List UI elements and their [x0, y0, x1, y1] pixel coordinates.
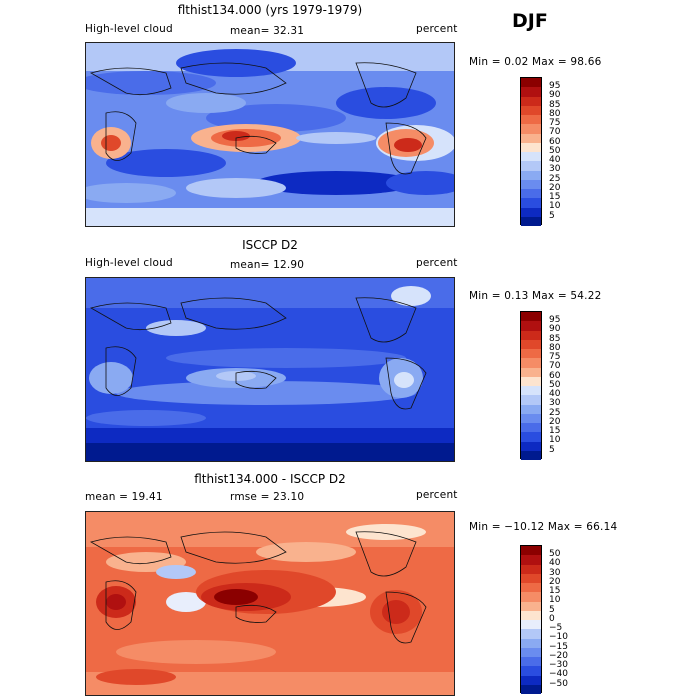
panel-3-tick: 15: [549, 586, 561, 596]
panel-1-tick: 85: [549, 100, 561, 110]
panel-2-mean: mean= 12.90: [230, 259, 305, 271]
panel-3-tick: 40: [549, 558, 561, 568]
panel-3-tick: 20: [549, 577, 561, 587]
panel-2-tick: 60: [549, 371, 561, 381]
panel-2-map-svg: [86, 278, 454, 461]
panel-2-tick: 40: [549, 389, 561, 399]
panel-1-minmax: Min = 0.02 Max = 98.66: [469, 56, 602, 68]
panel-3-colorbar: [520, 545, 542, 694]
panel-2-tick: 50: [549, 380, 561, 390]
panel-2-tick: 25: [549, 408, 561, 418]
panel-3-units: percent: [416, 489, 458, 501]
panel-1-tick: 60: [549, 137, 561, 147]
panel-3-tick: −40: [549, 669, 568, 679]
panel-1-tick: 10: [549, 201, 561, 211]
panel-1-tick: 30: [549, 164, 561, 174]
panel-2-minmax: Min = 0.13 Max = 54.22: [469, 290, 602, 302]
panel-3-tick: −50: [549, 679, 568, 689]
panel-2-map: [85, 277, 455, 462]
panel-1-tick: 15: [549, 192, 561, 202]
panel-1-title: flthist134.000 (yrs 1979-1979): [177, 3, 363, 17]
panel-1-tick: 50: [549, 146, 561, 156]
panel-1-colorbar: [520, 77, 542, 226]
panel-2-tick: 80: [549, 343, 561, 353]
panel-2-tick: 20: [549, 417, 561, 427]
panel-1-tick: 75: [549, 118, 561, 128]
panel-2-tick: 85: [549, 334, 561, 344]
panel-2-title: ISCCP D2: [242, 238, 298, 252]
panel-3-minmax: Min = −10.12 Max = 66.14: [469, 521, 618, 533]
panel-1-tick: 5: [549, 211, 555, 221]
panel-2-tick: 10: [549, 435, 561, 445]
panel-1-tick: 80: [549, 109, 561, 119]
panel-3-tick: −30: [549, 660, 568, 670]
panel-2-tick: 90: [549, 324, 561, 334]
panel-2-units: percent: [416, 257, 458, 269]
panel-1-units: percent: [416, 23, 458, 35]
panel-2-tick: 95: [549, 315, 561, 325]
panel-3-tick: −15: [549, 642, 568, 652]
panel-1-variable-label: High-level cloud: [85, 23, 173, 35]
panel-2-tick: 15: [549, 426, 561, 436]
panel-1-tick: 95: [549, 81, 561, 91]
panel-2-tick: 75: [549, 352, 561, 362]
panel-2-variable-label: High-level cloud: [85, 257, 173, 269]
panel-3-title: flthist134.000 - ISCCP D2: [194, 472, 346, 486]
panel-1-tick: 90: [549, 90, 561, 100]
panel-2-colorbar: [520, 311, 542, 460]
panel-3-tick: −10: [549, 632, 568, 642]
panel-1-map: [85, 42, 455, 227]
panel-3-rmse: rmse = 23.10: [230, 491, 305, 503]
panel-2-tick: 30: [549, 398, 561, 408]
panel-1-tick: 40: [549, 155, 561, 165]
panel-1-map-svg: [86, 43, 454, 226]
panel-3-tick: 30: [549, 568, 561, 578]
season-label: DJF: [512, 10, 548, 32]
panel-1-mean: mean= 32.31: [230, 25, 305, 37]
panel-3-tick: 0: [549, 614, 555, 624]
panel-3-tick: 5: [549, 605, 555, 615]
panel-2-tick: 5: [549, 445, 555, 455]
panel-3-tick: −5: [549, 623, 563, 633]
panel-2-tick: 70: [549, 361, 561, 371]
panel-3-mean: mean = 19.41: [85, 491, 163, 503]
panel-3-tick: 10: [549, 595, 561, 605]
panel-3-map: [85, 511, 455, 696]
panel-3-tick: −20: [549, 651, 568, 661]
panel-3-tick: 50: [549, 549, 561, 559]
panel-1-tick: 25: [549, 174, 561, 184]
panel-1-tick: 70: [549, 127, 561, 137]
panel-1-tick: 20: [549, 183, 561, 193]
panel-3-map-svg: [86, 512, 454, 695]
